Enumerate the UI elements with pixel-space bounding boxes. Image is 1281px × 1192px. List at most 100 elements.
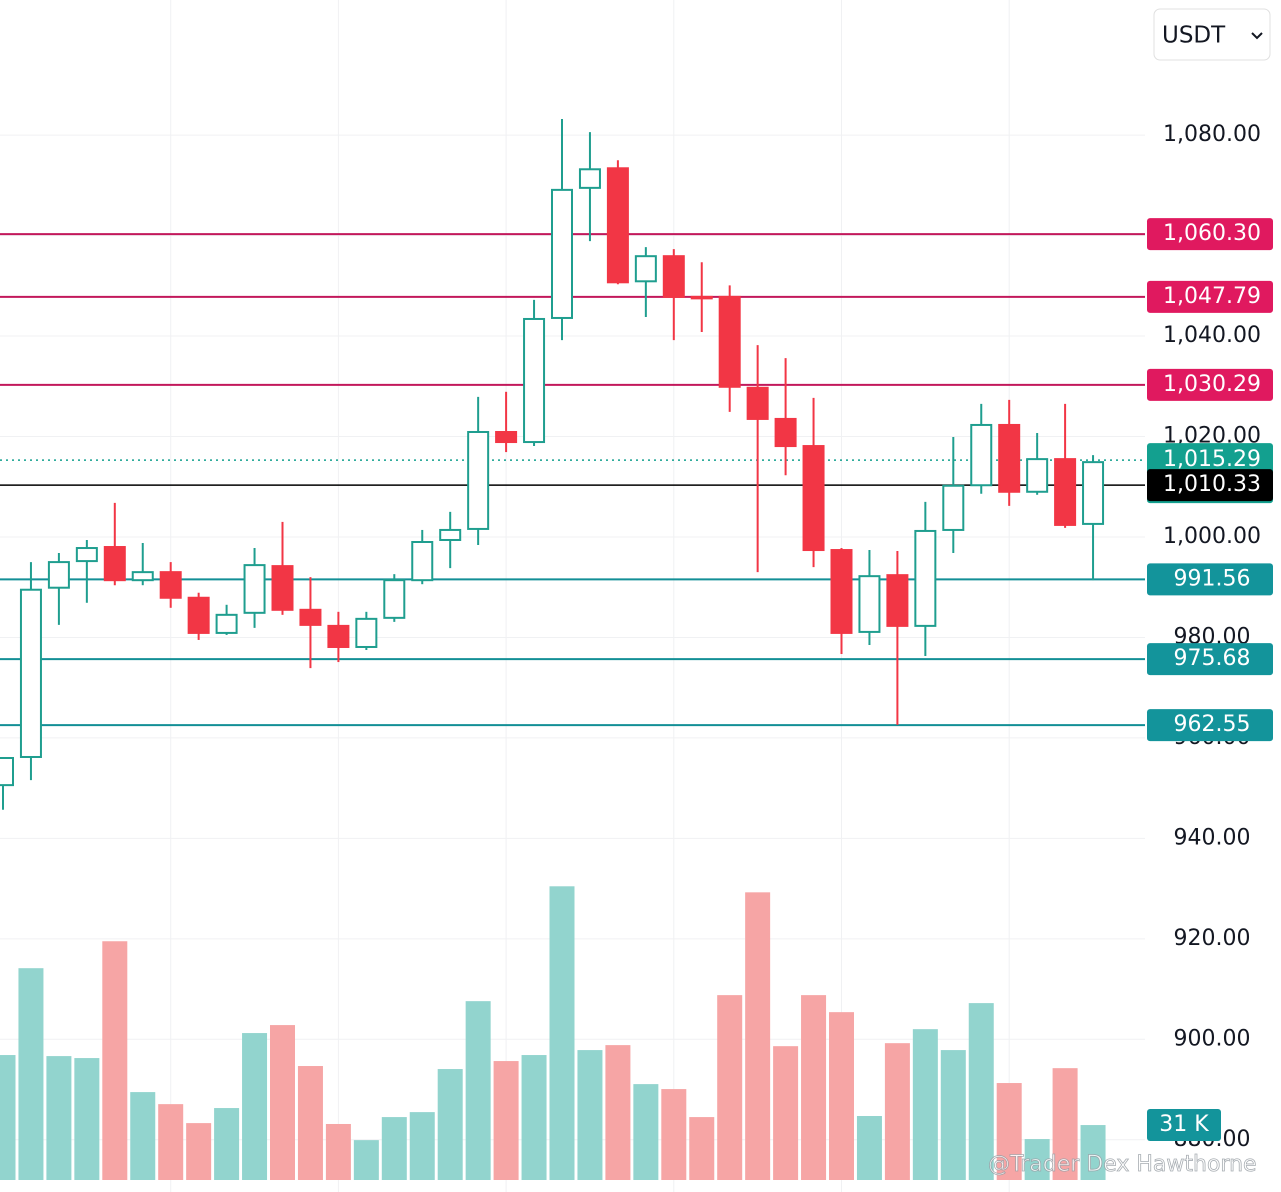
- candle-body: [439, 528, 462, 541]
- price-line-label-box: [1147, 643, 1273, 676]
- volume-bar: [1024, 1139, 1050, 1180]
- volume-bar: [912, 1029, 938, 1180]
- candle-body: [606, 167, 629, 284]
- volume-bar: [577, 1050, 603, 1180]
- y-tick-label: 1,080.00: [1163, 122, 1261, 147]
- candle-body: [523, 317, 546, 444]
- volume-bar: [717, 995, 743, 1180]
- volume-bar: [1080, 1125, 1106, 1180]
- candle-body: [19, 588, 42, 758]
- watermark: @Trader Dex Hawthorne: [988, 1152, 1257, 1177]
- volume-bar: [968, 1003, 994, 1180]
- volume-bar: [325, 1123, 351, 1180]
- price-line-label-box: [1147, 368, 1273, 401]
- volume-bar: [214, 1108, 240, 1180]
- candle-body: [271, 565, 294, 611]
- volume-bar: [297, 1066, 323, 1180]
- candle-body: [886, 574, 909, 627]
- volume-bar: [130, 1092, 156, 1180]
- selector-box[interactable]: [1153, 8, 1271, 61]
- candle-body: [578, 168, 601, 189]
- volume-bar: [18, 968, 44, 1180]
- volume-bar: [158, 1104, 184, 1180]
- volume-bar: [940, 1050, 966, 1180]
- candle-body: [551, 188, 573, 319]
- volume-bar: [493, 1061, 519, 1180]
- candle-body: [830, 549, 853, 634]
- candle-body: [243, 564, 266, 614]
- candle-body: [467, 430, 490, 530]
- candle-body: [495, 430, 518, 444]
- volume-bar: [409, 1112, 435, 1180]
- candle-body: [634, 255, 657, 283]
- candle-body: [690, 295, 713, 300]
- volume-bar: [465, 1001, 491, 1180]
- candle-body: [0, 756, 14, 787]
- candle-body: [75, 547, 98, 563]
- price-line-label: 962.55: [1174, 712, 1251, 737]
- candle-body: [327, 624, 350, 648]
- candle-body: [970, 423, 993, 487]
- price-line-label-box: [1147, 709, 1273, 742]
- volume-bar: [74, 1058, 100, 1180]
- price-line-label: 1,030.29: [1163, 372, 1261, 397]
- candle-body: [159, 571, 182, 599]
- candle-body: [1082, 461, 1105, 525]
- currency-selector[interactable]: USDT: [1153, 8, 1271, 61]
- volume-bar: [549, 886, 575, 1180]
- candle-body: [187, 596, 210, 634]
- volume-bar: [0, 1055, 16, 1180]
- volume-bar: [689, 1117, 715, 1180]
- volume-bar: [521, 1055, 547, 1180]
- volume-bar: [829, 1012, 854, 1180]
- candle-body: [914, 529, 937, 627]
- candle-body: [662, 255, 685, 298]
- volume-bar: [102, 941, 128, 1180]
- candle-body: [103, 546, 126, 582]
- marker-label: 1,010.33: [1163, 472, 1261, 497]
- volume-bar: [186, 1123, 212, 1180]
- marker-label-box: [1147, 469, 1273, 502]
- price-line-label-box: [1147, 218, 1273, 251]
- volume-label: 31 K: [1159, 1112, 1209, 1137]
- y-tick-label: 1,000.00: [1163, 524, 1261, 549]
- candle-body: [746, 386, 769, 420]
- volume-bar: [996, 1083, 1022, 1180]
- candle-body: [411, 541, 434, 582]
- volume-bar: [605, 1045, 631, 1180]
- candle-body: [1054, 458, 1077, 526]
- candle-body: [998, 423, 1021, 493]
- price-line-label: 1,060.30: [1163, 221, 1261, 246]
- chevron[interactable]: [1251, 32, 1263, 40]
- volume-label-box: [1147, 1109, 1221, 1142]
- volume-bar: [381, 1117, 407, 1180]
- candle-body: [383, 579, 406, 619]
- volume-bar: [437, 1069, 463, 1180]
- volume-bar: [773, 1046, 799, 1180]
- volume-bar: [884, 1043, 910, 1180]
- candle-body: [802, 445, 825, 552]
- y-tick-label: 920.00: [1174, 926, 1251, 951]
- candle-body: [718, 295, 741, 388]
- candle-body: [774, 417, 797, 448]
- volume-bar: [1052, 1068, 1078, 1180]
- price-line-label: 975.68: [1174, 646, 1251, 671]
- volume-bar: [46, 1056, 72, 1180]
- volume-bar: [661, 1089, 687, 1180]
- candle-body: [1026, 458, 1049, 493]
- candle-body: [299, 608, 322, 626]
- candle-body: [47, 561, 70, 589]
- price-line-label: 1,047.79: [1163, 284, 1261, 309]
- volume-bar: [745, 892, 771, 1180]
- candle-body: [131, 571, 154, 582]
- candle-body: [942, 484, 965, 531]
- selector-text[interactable]: USDT: [1162, 23, 1226, 49]
- candle-body: [858, 575, 881, 633]
- y-tick-label: 1,040.00: [1163, 323, 1261, 348]
- volume-bar: [856, 1116, 882, 1180]
- candle-body: [355, 617, 378, 648]
- price-line-label-box: [1147, 563, 1273, 596]
- volume-bar: [242, 1033, 268, 1180]
- y-tick-label: 900.00: [1174, 1026, 1251, 1051]
